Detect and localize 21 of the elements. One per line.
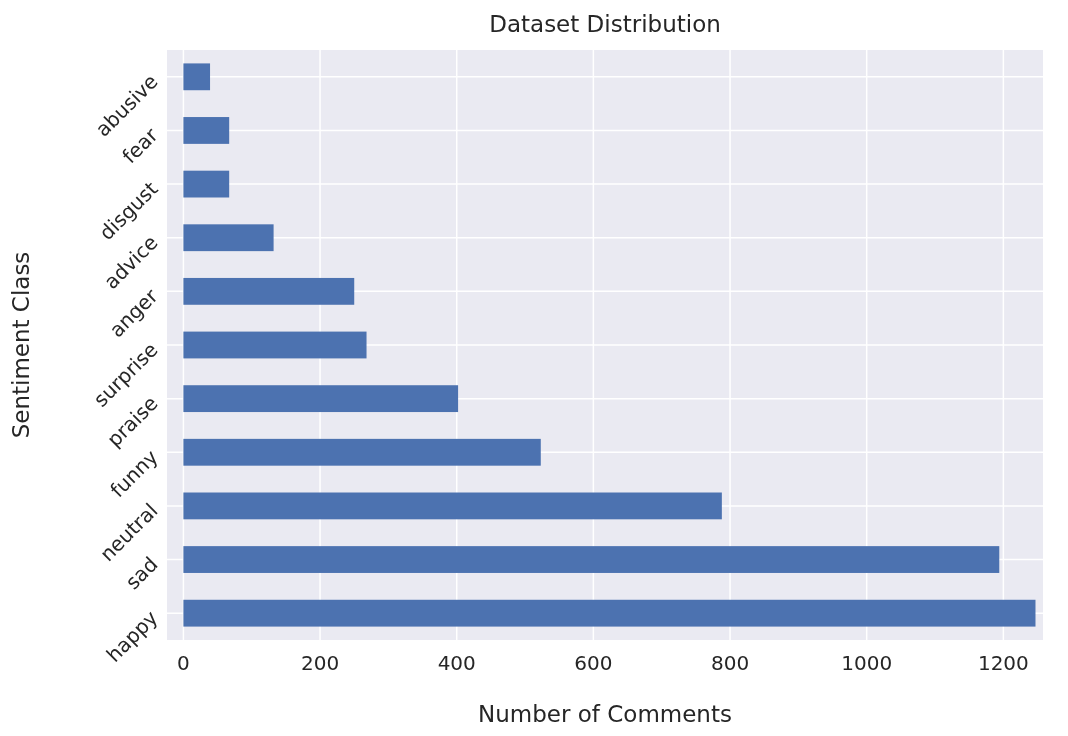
bar	[183, 63, 211, 91]
bar	[183, 224, 274, 252]
bar	[183, 117, 230, 144]
x-tick-label: 600	[574, 651, 613, 675]
x-axis-title: Number of Comments	[478, 701, 732, 727]
bar	[183, 599, 1036, 627]
bar	[183, 170, 230, 198]
bar	[183, 331, 367, 359]
x-tick-label: 200	[300, 651, 340, 675]
y-axis-title: Sentiment Class	[8, 251, 34, 439]
x-tick-label: 800	[710, 651, 750, 675]
x-tick-label: 1200	[977, 651, 1029, 675]
bar	[183, 546, 1000, 573]
bar	[183, 492, 722, 520]
bar	[183, 438, 541, 466]
bar	[183, 277, 355, 305]
x-tick-label: 0	[177, 651, 190, 675]
bar	[183, 385, 459, 413]
x-tick-label: 400	[437, 651, 476, 675]
x-tick-label: 1000	[841, 651, 893, 675]
chart-title: Dataset Distribution	[489, 11, 721, 37]
